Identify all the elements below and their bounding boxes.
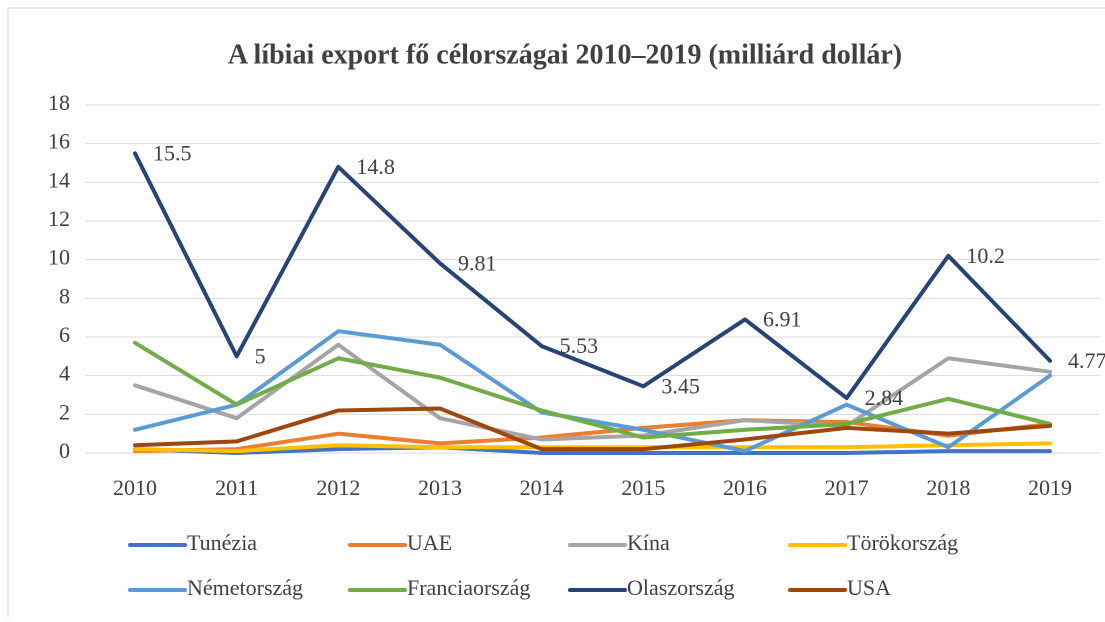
chart-frame bbox=[7, 7, 1105, 622]
series-line bbox=[133, 406, 1052, 452]
chart-title: A líbiai export fő célországai 2010–2019… bbox=[228, 39, 902, 70]
data-label: 3.45 bbox=[661, 373, 700, 398]
data-label: 9.81 bbox=[458, 250, 497, 275]
y-tick-label: 12 bbox=[48, 206, 70, 231]
x-tick-label: 2014 bbox=[520, 475, 564, 500]
y-tick-label: 4 bbox=[59, 361, 70, 386]
legend-label: Tunézia bbox=[187, 530, 257, 555]
data-label: 5.53 bbox=[560, 333, 599, 358]
series-line bbox=[133, 151, 1052, 401]
data-label: 5 bbox=[255, 343, 266, 368]
legend-label: Franciaország bbox=[407, 575, 530, 600]
y-tick-label: 8 bbox=[59, 283, 70, 308]
x-tick-label: 2013 bbox=[418, 475, 462, 500]
y-tick-label: 6 bbox=[59, 322, 70, 347]
y-tick-label: 16 bbox=[48, 129, 70, 154]
y-tick-label: 2 bbox=[59, 399, 70, 424]
series-line bbox=[133, 329, 1052, 454]
x-tick-label: 2010 bbox=[113, 475, 157, 500]
y-tick-label: 0 bbox=[59, 438, 70, 463]
y-tick-label: 14 bbox=[48, 167, 70, 192]
x-tick-label: 2012 bbox=[316, 475, 360, 500]
series-line bbox=[133, 445, 1052, 455]
y-tick-label: 10 bbox=[48, 245, 70, 270]
legend-label: UAE bbox=[407, 530, 452, 555]
y-tick-label: 18 bbox=[48, 90, 70, 115]
x-tick-label: 2017 bbox=[825, 475, 869, 500]
data-label: 6.91 bbox=[763, 306, 802, 331]
x-tick-label: 2018 bbox=[926, 475, 970, 500]
data-label: 4.77 bbox=[1068, 348, 1105, 373]
x-tick-label: 2011 bbox=[215, 475, 258, 500]
data-label: 15.5 bbox=[153, 140, 192, 165]
data-label: 10.2 bbox=[966, 243, 1005, 268]
x-tick-label: 2015 bbox=[621, 475, 665, 500]
legend-label: Németország bbox=[187, 575, 303, 600]
legend-label: Kína bbox=[627, 530, 670, 555]
legend-label: USA bbox=[847, 575, 891, 600]
data-label: 14.8 bbox=[356, 154, 395, 179]
legend-label: Olaszország bbox=[627, 575, 735, 600]
series-line bbox=[133, 340, 1052, 440]
data-label: 2.84 bbox=[865, 385, 904, 410]
x-tick-label: 2019 bbox=[1028, 475, 1072, 500]
legend-label: Törökország bbox=[847, 530, 958, 555]
x-tick-label: 2016 bbox=[723, 475, 767, 500]
